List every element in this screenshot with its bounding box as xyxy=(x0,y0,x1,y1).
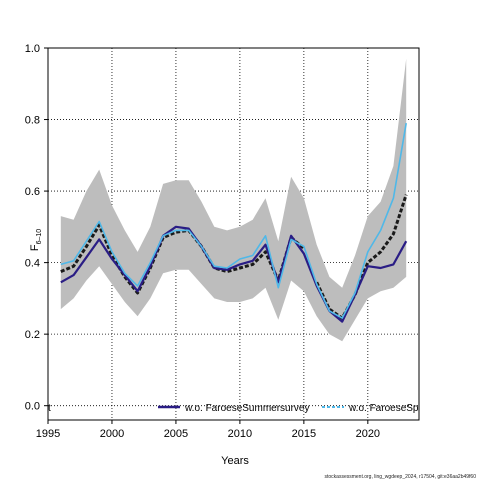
x-tick-label: 2005 xyxy=(164,428,188,440)
legend-clipped-text: t xyxy=(48,403,51,414)
legend-label-wo-summer: w.o. FaroeseSummersurvey xyxy=(184,403,310,414)
plot-frame xyxy=(47,47,420,421)
y-axis-label-main: F xyxy=(29,244,41,251)
x-tick-label: 2010 xyxy=(228,428,252,440)
y-tick-label: 0.4 xyxy=(25,258,40,270)
series-line-baseline-b xyxy=(315,194,408,320)
footer-text: stockassessment.org, ling_wgdeep_2024, r… xyxy=(325,474,477,480)
legend-label-wo-spring: w.o. FaroeseSp xyxy=(348,403,419,414)
y-tick-label: 0.6 xyxy=(25,186,40,198)
series-line-wo-spring xyxy=(60,122,407,319)
x-tick-label: 2020 xyxy=(356,428,380,440)
y-axis-label: F6–10 xyxy=(29,229,43,251)
y-tick-label: 0.2 xyxy=(25,329,40,341)
legend: t w.o. FaroeseSummersurvey w.o. FaroeseS… xyxy=(48,403,419,414)
y-tick-label: 1.0 xyxy=(25,43,40,55)
y-tick-label: 0.0 xyxy=(25,401,40,413)
series-lines xyxy=(60,122,408,323)
y-axis-ticks: 0.0 0.2 0.4 0.6 0.8 1.0 xyxy=(25,43,48,413)
x-tick-label: 2015 xyxy=(292,428,316,440)
y-tick-label: 0.8 xyxy=(25,115,40,127)
series-line-baseline xyxy=(60,223,305,295)
x-axis-ticks: 1995 2000 2005 2010 2015 2020 xyxy=(36,420,380,440)
y-axis-label-sub: 6–10 xyxy=(36,229,43,245)
series-line-wo-summer xyxy=(60,225,408,323)
x-tick-label: 1995 xyxy=(36,428,60,440)
x-axis-label: Years xyxy=(221,455,249,467)
x-tick-label: 2000 xyxy=(100,428,124,440)
